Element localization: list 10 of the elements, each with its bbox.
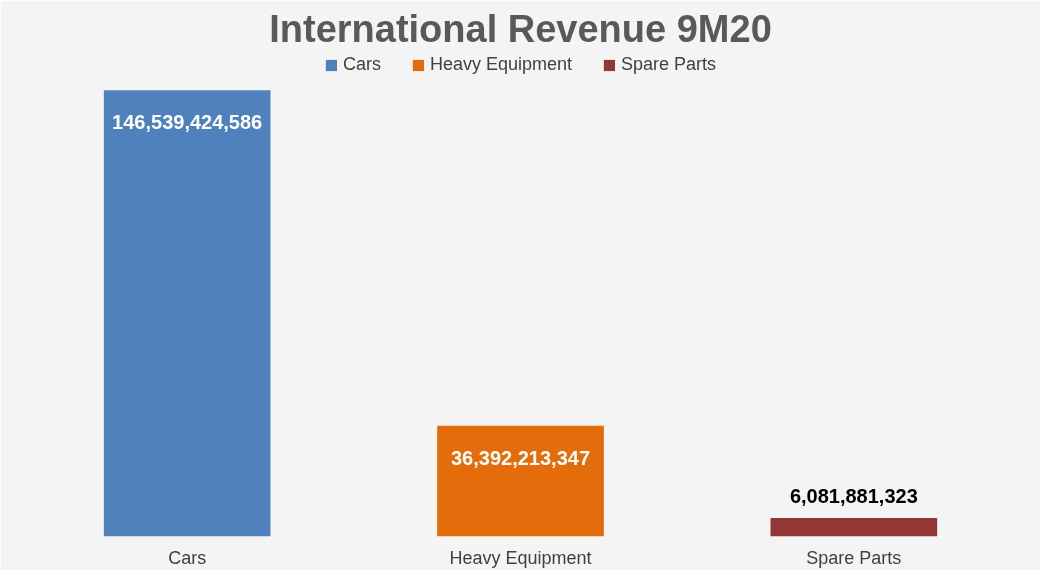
legend-label: Heavy Equipment (429, 54, 573, 75)
x-tick-label: Heavy Equipment (449, 547, 592, 568)
x-tick-label: Spare Parts (806, 547, 902, 568)
data-label: 36,392,213,347 (450, 446, 591, 469)
legend-label: Cars (342, 54, 381, 75)
legend-label: Spare Parts (621, 54, 717, 75)
x-tick-label: Cars (168, 547, 207, 568)
chart-title: International Revenue 9M20 (269, 7, 772, 50)
data-label: 146,539,424,586 (112, 111, 263, 134)
data-label: 6,081,881,323 (789, 484, 918, 507)
